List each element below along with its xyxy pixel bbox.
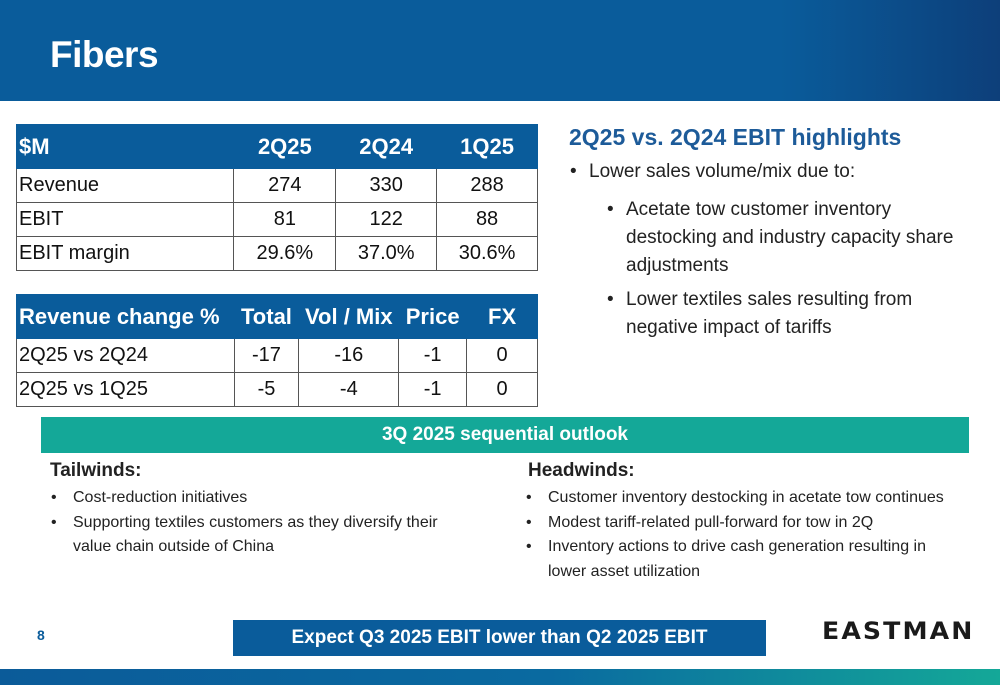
table-cell: 37.0% (335, 236, 438, 271)
headwinds-list: Customer inventory destocking in acetate… (526, 486, 968, 584)
headwind-item: Inventory actions to drive cash generati… (526, 535, 968, 584)
footer-band (0, 669, 1000, 685)
headwinds-heading: Headwinds: (528, 460, 635, 481)
table-row: Revenue 274 330 288 (15, 168, 538, 203)
highlight-sub-bullet: Lower textiles sales resulting from nega… (607, 286, 976, 342)
header-cell: 2Q25 (233, 124, 337, 169)
header-cell: Price (398, 294, 468, 339)
table-row: 2Q25 vs 2Q24 -17 -16 -1 0 (16, 338, 538, 373)
header-cell: Vol / Mix (298, 294, 400, 339)
highlights-sublist: Acetate tow customer inventory destockin… (607, 196, 976, 348)
highlight-sub-bullet: Acetate tow customer inventory destockin… (607, 196, 976, 280)
page-title: Fibers (50, 34, 159, 75)
header-cell: Revenue change % (16, 294, 235, 339)
table-cell: -1 (398, 372, 468, 407)
row-label: Revenue (15, 168, 235, 203)
header-accent (780, 0, 1000, 101)
headwind-item: Customer inventory destocking in acetate… (526, 486, 968, 511)
revenue-change-table: Revenue change % Total Vol / Mix Price F… (16, 294, 538, 407)
page-number: 8 (37, 627, 45, 643)
row-label: 2Q25 vs 1Q25 (16, 372, 235, 407)
table-cell: 30.6% (436, 236, 538, 271)
table-cell: 330 (335, 168, 438, 203)
table-cell: -17 (233, 338, 300, 373)
tailwinds-heading: Tailwinds: (50, 460, 142, 481)
table-cell: 88 (436, 202, 538, 237)
row-label: 2Q25 vs 2Q24 (16, 338, 235, 373)
highlight-main-bullet: Lower sales volume/mix due to: (570, 158, 855, 186)
financials-header-row: $M 2Q25 2Q24 1Q25 (15, 124, 538, 169)
header-cell: 2Q24 (335, 124, 438, 169)
tailwind-item: Cost-reduction initiatives (51, 486, 443, 511)
table-cell: -4 (298, 372, 400, 407)
expectation-banner: Expect Q3 2025 EBIT lower than Q2 2025 E… (233, 620, 766, 656)
table-cell: 0 (466, 372, 538, 407)
table-cell: 274 (233, 168, 337, 203)
table-row: EBIT 81 122 88 (15, 202, 538, 237)
table-cell: -5 (233, 372, 300, 407)
table-cell: -1 (398, 338, 468, 373)
header-cell: Total (233, 294, 300, 339)
table-cell: 288 (436, 168, 538, 203)
table-cell: 0 (466, 338, 538, 373)
revenue-change-header-row: Revenue change % Total Vol / Mix Price F… (16, 294, 538, 339)
highlights-list: Lower sales volume/mix due to: (570, 158, 855, 186)
table-cell: 122 (335, 202, 438, 237)
header-cell: 1Q25 (436, 124, 538, 169)
headwind-item: Modest tariff-related pull-forward for t… (526, 511, 968, 536)
table-row: EBIT margin 29.6% 37.0% 30.6% (15, 236, 538, 271)
table-cell: -16 (298, 338, 400, 373)
header-band: Fibers (0, 0, 1000, 101)
outlook-title-bar: 3Q 2025 sequential outlook (41, 417, 969, 453)
table-row: 2Q25 vs 1Q25 -5 -4 -1 0 (16, 372, 538, 407)
tailwinds-list: Cost-reduction initiatives Supporting te… (51, 486, 443, 560)
highlights-title: 2Q25 vs. 2Q24 EBIT highlights (569, 124, 902, 150)
header-cell: $M (15, 124, 235, 169)
financials-table: $M 2Q25 2Q24 1Q25 Revenue 274 330 288 EB… (15, 124, 538, 271)
row-label: EBIT margin (15, 236, 235, 271)
table-cell: 81 (233, 202, 337, 237)
tailwind-item: Supporting textiles customers as they di… (51, 511, 443, 560)
header-cell: FX (466, 294, 538, 339)
row-label: EBIT (15, 202, 235, 237)
eastman-logo: EASTMAN (822, 617, 975, 645)
table-cell: 29.6% (233, 236, 337, 271)
